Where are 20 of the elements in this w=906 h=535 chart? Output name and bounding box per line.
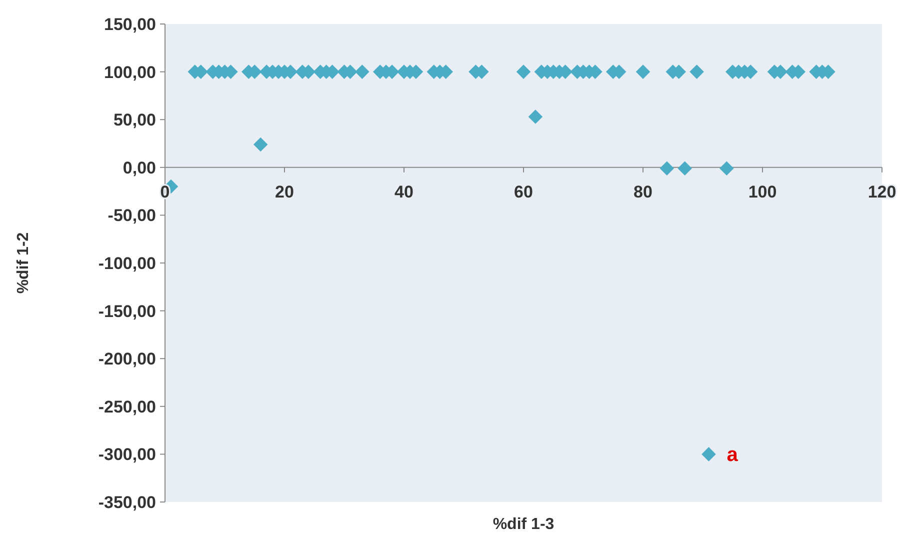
annotation: a — [726, 444, 739, 466]
y-tick-label: 0,00 — [122, 158, 156, 178]
x-tick-label: 20 — [275, 182, 294, 202]
x-axis-title: %dif 1-3 — [492, 516, 554, 533]
y-tick-label: 150,00 — [104, 14, 156, 34]
y-tick-label: -350,00 — [98, 492, 156, 512]
x-tick-label: 100 — [748, 182, 777, 202]
y-tick-label: -250,00 — [98, 397, 156, 416]
y-tick-label: -100,00 — [98, 254, 156, 273]
y-axis-title: %dif 1-2 — [15, 232, 32, 294]
x-tick-label: 80 — [634, 182, 652, 202]
x-tick-label: 60 — [514, 182, 533, 202]
y-tick-label: 100,00 — [104, 62, 156, 82]
x-tick-label: 40 — [394, 182, 414, 202]
y-tick-label: -300,00 — [98, 445, 156, 464]
y-tick-label: 50,00 — [113, 110, 156, 130]
y-tick-label: -150,00 — [98, 302, 156, 321]
x-tick-label: 120 — [868, 182, 896, 202]
y-tick-label: -200,00 — [98, 350, 156, 369]
y-tick-label: -50,00 — [108, 206, 156, 226]
